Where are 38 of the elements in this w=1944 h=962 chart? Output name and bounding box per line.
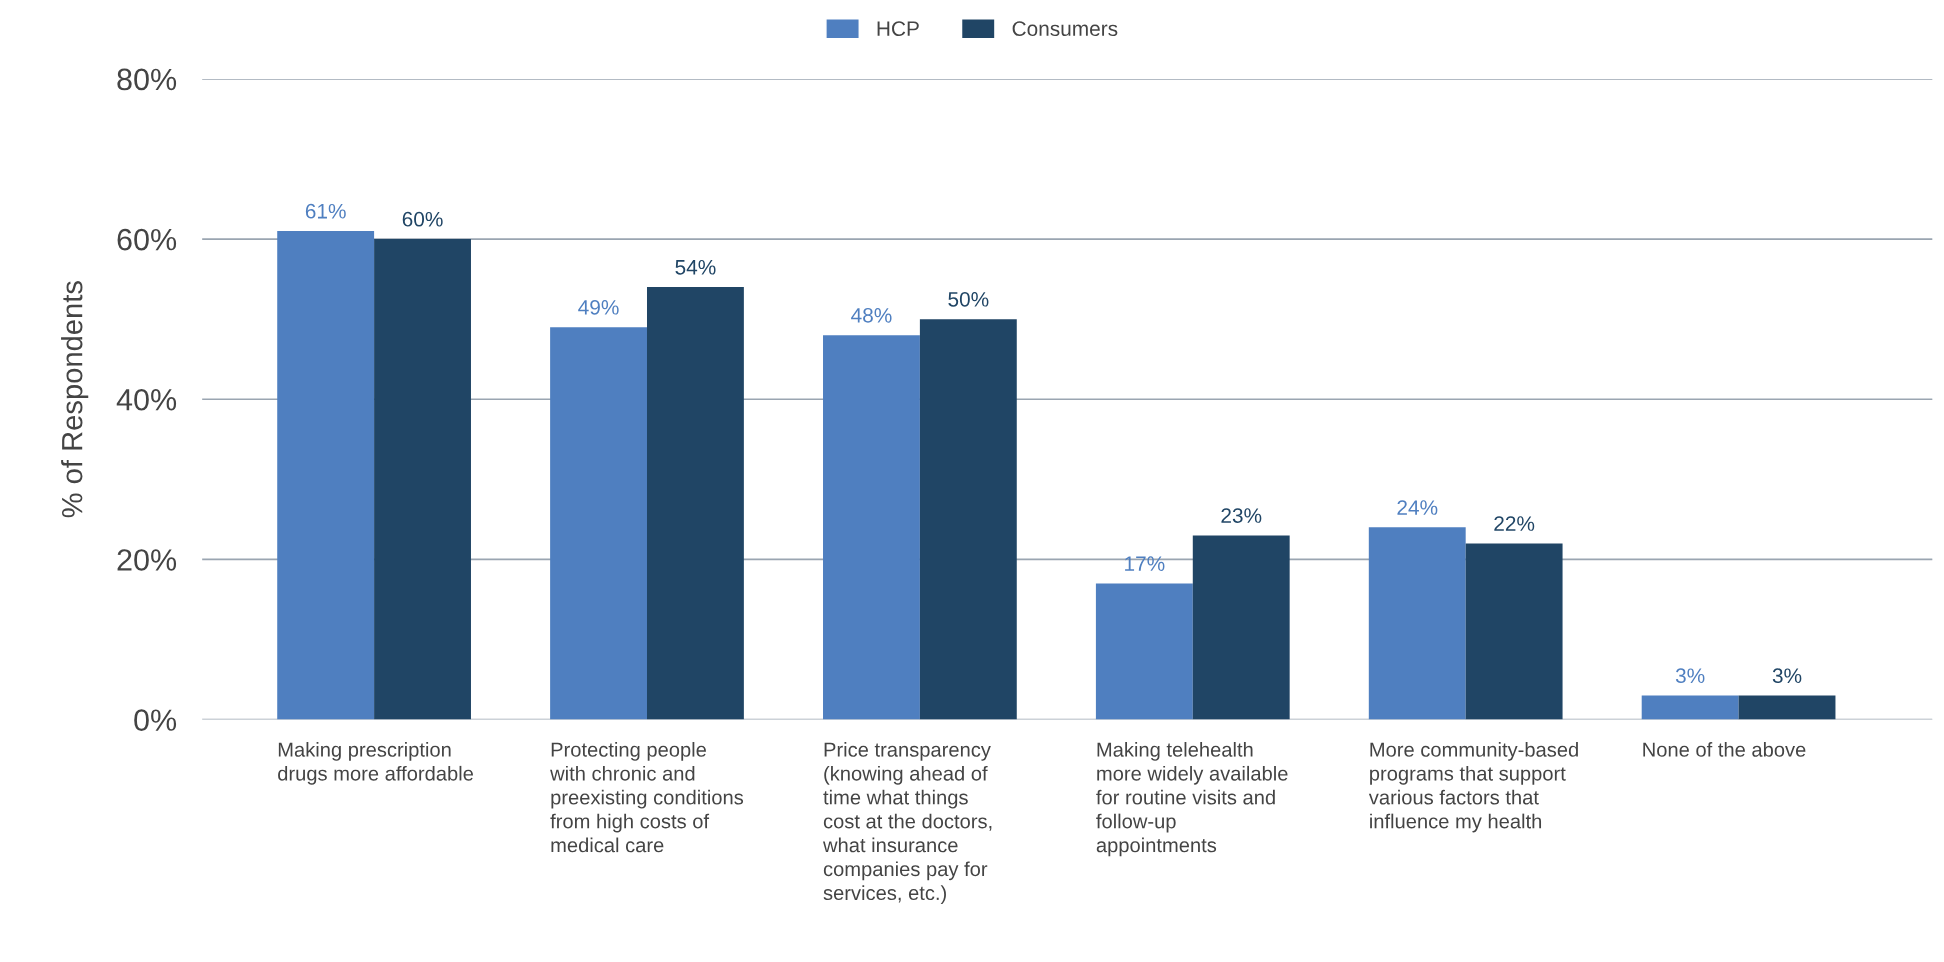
data-label: 3% <box>1675 668 1705 684</box>
data-label: 61% <box>305 203 346 219</box>
data-label: 17% <box>1125 556 1165 571</box>
bar <box>374 239 471 720</box>
data-label: 24% <box>1397 500 1438 515</box>
y-axis-title: % of Respondents <box>61 281 89 518</box>
y-tick-label: 60% <box>117 228 177 251</box>
data-label: 48% <box>851 307 892 323</box>
bar <box>1192 535 1290 720</box>
data-label: 54% <box>675 260 716 275</box>
data-label: 60% <box>402 211 443 227</box>
bar <box>277 231 375 720</box>
bar <box>550 327 647 720</box>
y-tick-label: 80% <box>117 68 177 91</box>
y-tick-label: 0% <box>134 709 177 731</box>
x-tick-label: More community-based programs that support various factors that influence my health <box>1368 742 1578 833</box>
bar <box>919 319 1017 720</box>
bar <box>647 287 744 720</box>
bar <box>1368 527 1466 720</box>
data-label: 3% <box>1772 668 1802 684</box>
x-tick-label: Protecting people with chronic and preexisting conditions from high costs of medical care <box>550 742 744 853</box>
data-label: 23% <box>1221 508 1262 523</box>
x-tick-label: Price transparency (knowing ahead of time what things cost at the doctors, what insurance companies pay for services, etc.) <box>822 742 992 905</box>
x-tick-label: Making telehealth more widely available for routine visits and follow-up appointments <box>1096 742 1288 857</box>
legend-label: Consumers <box>1012 21 1118 37</box>
x-tick-label: None of the above <box>1643 742 1806 757</box>
y-tick-label: 40% <box>116 388 177 411</box>
bar <box>823 335 920 720</box>
bar <box>1738 695 1836 720</box>
bar <box>1095 583 1193 720</box>
y-tick-label: 20% <box>117 549 177 571</box>
x-tick-label: Making prescription drugs more affordable <box>278 742 473 785</box>
bar <box>1465 543 1563 720</box>
data-label: 50% <box>948 291 989 307</box>
data-label: 49% <box>578 299 619 315</box>
legend-label: HCP <box>877 21 919 37</box>
data-label: 22% <box>1494 516 1535 531</box>
bar <box>1641 695 1739 720</box>
